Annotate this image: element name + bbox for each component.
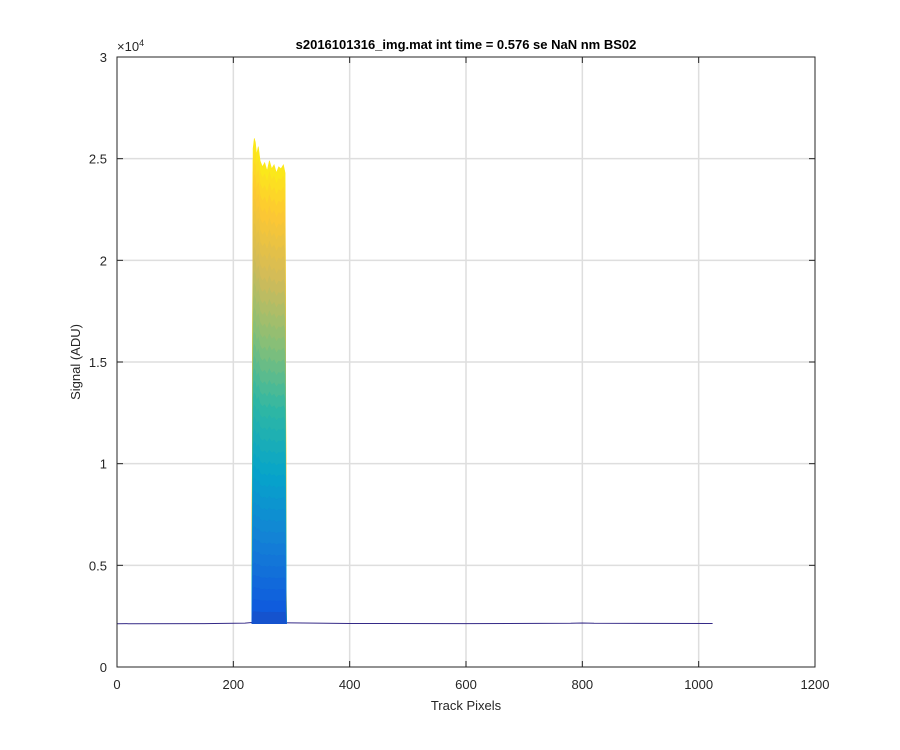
y-tick-label: 3 <box>100 50 107 65</box>
x-tick-label: 0 <box>113 677 120 692</box>
x-tick-label: 600 <box>455 677 477 692</box>
peak-series <box>251 611 287 624</box>
y-tick-label: 1.5 <box>89 355 107 370</box>
axis-ticks: 0 200 400 600 800 1000 1200 0 0.5 1 1.5 2 2.5 3 <box>89 50 830 692</box>
y-tick-label: 2.5 <box>89 152 107 167</box>
chart-title: s2016101316_img.mat int time = 0.576 se … <box>296 37 637 52</box>
y-exponent-label: ×104 <box>117 38 144 54</box>
x-axis-label: Track Pixels <box>431 698 502 713</box>
y-tick-label: 0 <box>100 660 107 675</box>
data-series <box>116 138 713 625</box>
y-exponent-power: 4 <box>139 38 144 48</box>
x-tick-label: 1000 <box>684 677 713 692</box>
x-tick-label: 800 <box>571 677 593 692</box>
x-tick-label: 400 <box>339 677 361 692</box>
y-exponent-base: ×10 <box>117 39 139 54</box>
y-tick-label: 2 <box>100 253 107 268</box>
baseline-trace <box>116 621 713 625</box>
grid-lines <box>117 57 815 667</box>
y-axis-label: Signal (ADU) <box>68 324 83 400</box>
y-tick-label: 1 <box>100 457 107 472</box>
x-tick-label: 1200 <box>801 677 830 692</box>
x-tick-label: 200 <box>222 677 244 692</box>
y-tick-label: 0.5 <box>89 558 107 573</box>
